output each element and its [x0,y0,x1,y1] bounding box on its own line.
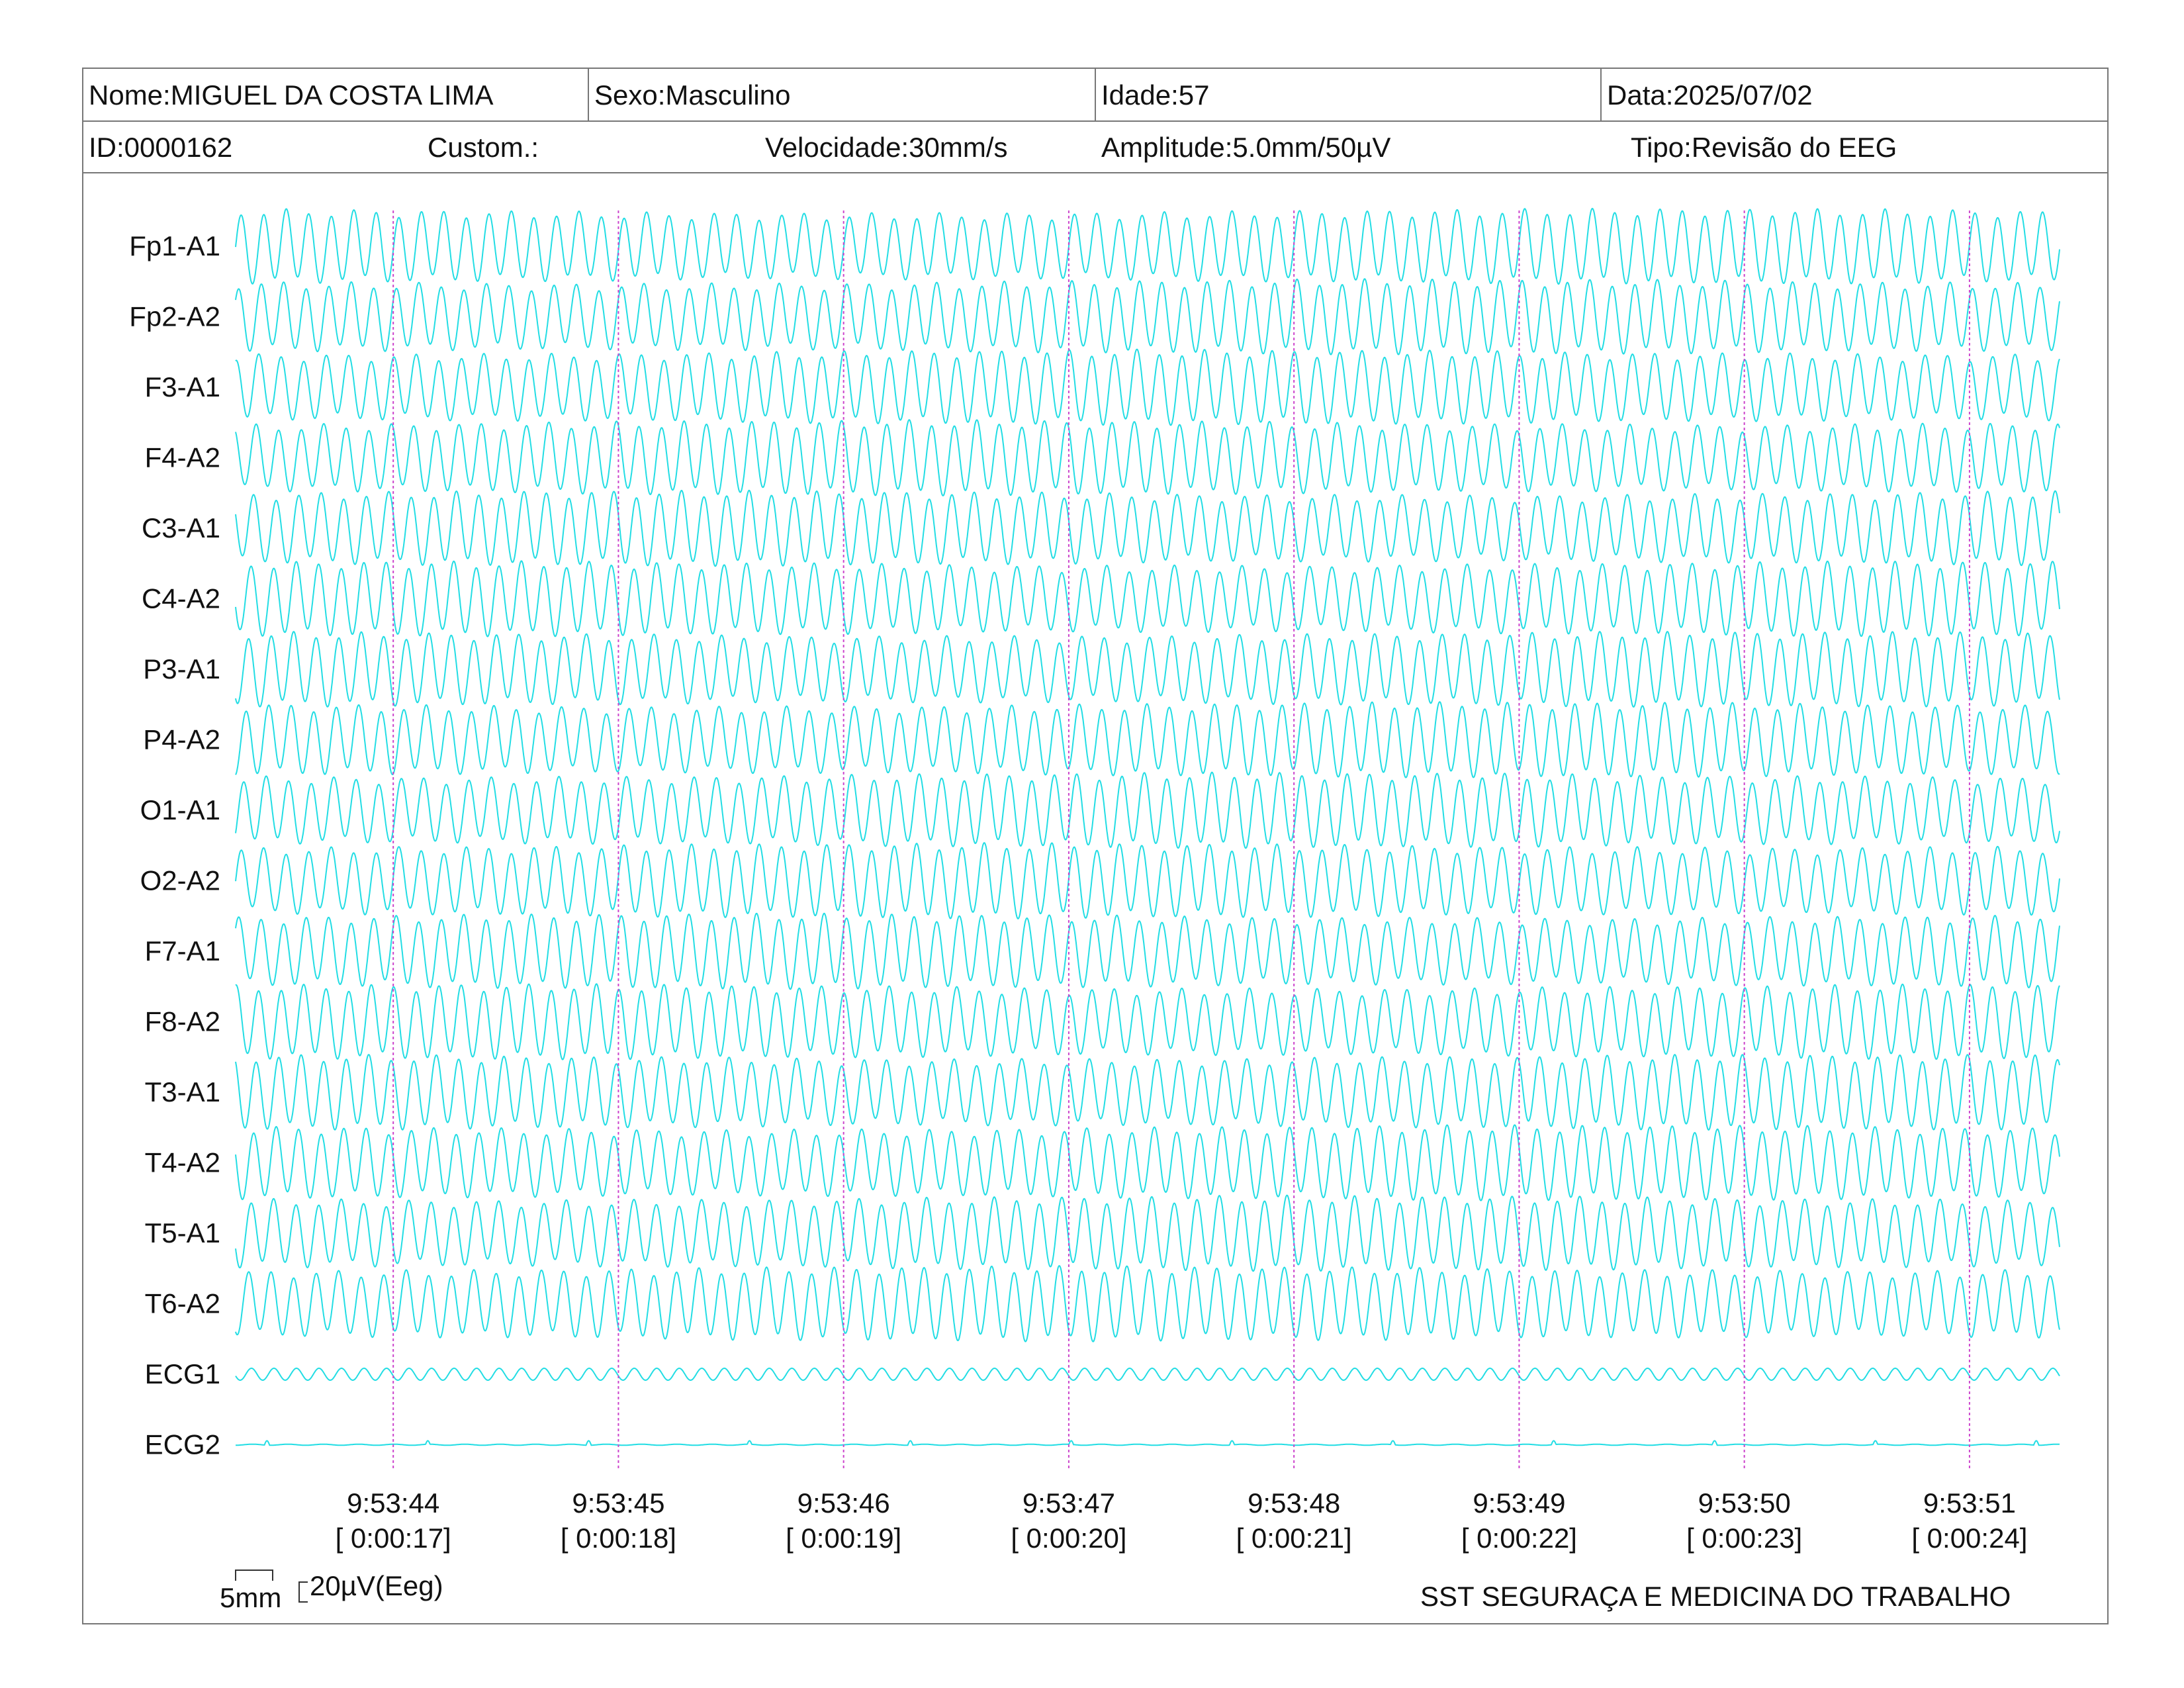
channel-trace [235,1054,2060,1131]
channel-trace [235,207,2060,285]
channel-trace [235,1368,2060,1381]
channel-label: C4-A2 [142,583,220,614]
channel-trace [235,1124,2060,1201]
channel-trace [235,912,2060,990]
channel-label: T6-A2 [145,1288,220,1319]
scale-bar: 5mm 20µV(Eeg) [220,1570,443,1613]
time-elapsed-label: [ 0:00:22] [1461,1523,1577,1554]
time-elapsed-label: [ 0:00:23] [1686,1523,1802,1554]
speed-setting: Velocidade:30mm/s [765,132,1008,163]
channel-label: F7-A1 [145,935,220,966]
eeg-traces [235,207,2060,1446]
channel-label: P3-A1 [143,653,220,684]
time-tick-labels: 9:53:44 [ 0:00:17] 9:53:45 [ 0:00:18] 9:53:4… [336,1487,2028,1554]
channel-trace [235,348,2060,426]
channel-trace [235,631,2060,708]
channel-trace [235,419,2060,496]
channel-trace [235,560,2060,637]
time-elapsed-label: [ 0:00:21] [1236,1523,1352,1554]
amplitude-setting: Amplitude:5.0mm/50µV [1101,132,1391,163]
amp-scale-bracket [298,1581,308,1603]
custom-field: Custom.: [428,132,539,163]
channel-label: ECG2 [145,1429,220,1460]
channel-label: F4-A2 [145,442,220,473]
channel-label: T4-A2 [145,1147,220,1178]
report-sheet: Nome:MIGUEL DA COSTA LIMA Sexo:Masculino… [82,68,2109,1624]
channel-label: O1-A1 [140,794,220,825]
channel-trace [235,983,2060,1060]
time-clock-label: 9:53:47 [1023,1487,1115,1519]
time-clock-label: 9:53:44 [347,1487,439,1519]
channel-trace [235,1265,2060,1342]
patient-age: Idade:57 [1096,69,1602,120]
channel-label: T5-A1 [145,1217,220,1248]
channel-trace [236,1440,2060,1446]
channel-label: C3-A1 [142,512,220,543]
header-row-2: ID:0000162 Custom.: Velocidade:30mm/s Am… [83,122,2107,173]
channel-trace [235,701,2060,778]
channel-label: F3-A1 [145,371,220,402]
channel-label: F8-A2 [145,1006,220,1037]
time-elapsed-label: [ 0:00:18] [561,1523,676,1554]
channel-trace [235,489,2060,567]
time-clock-label: 9:53:48 [1248,1487,1340,1519]
amp-scale-label: 20µV(Eeg) [310,1570,443,1601]
channel-label: Fp1-A1 [129,230,220,261]
channel-trace [235,1194,2060,1272]
time-clock-label: 9:53:46 [797,1487,890,1519]
time-elapsed-label: [ 0:00:17] [336,1523,451,1554]
company-name: SST SEGURAÇA E MEDICINA DO TRABALHO [1420,1581,2011,1612]
channel-trace [235,278,2060,355]
patient-name: Nome:MIGUEL DA COSTA LIMA [83,69,589,120]
channel-label: T3-A1 [145,1076,220,1107]
channel-labels: Fp1-A1 Fp2-A2 F3-A1 F4-A2 C3-A1 C4-A2 P3-A1 P4-… [129,230,220,1460]
patient-sex: Sexo:Masculino [589,69,1096,120]
channel-label: P4-A2 [143,724,220,755]
channel-label: O2-A2 [140,865,220,896]
time-clock-label: 9:53:50 [1698,1487,1791,1519]
time-elapsed-label: [ 0:00:24] [1911,1523,2027,1554]
patient-id: ID:0000162 [89,132,233,163]
time-clock-label: 9:53:45 [572,1487,664,1519]
channel-label: Fp2-A2 [129,301,220,332]
channel-label: ECG1 [145,1358,220,1389]
header-row-1: Nome:MIGUEL DA COSTA LIMA Sexo:Masculino… [83,69,2107,122]
time-clock-label: 9:53:51 [1923,1487,2016,1519]
time-scale-label: 5mm [220,1582,281,1613]
time-clock-label: 9:53:49 [1473,1487,1565,1519]
time-elapsed-label: [ 0:00:20] [1011,1523,1126,1554]
channel-trace [235,771,2060,849]
record-type: Tipo:Revisão do EEG [1631,132,1897,163]
time-markers [392,211,1970,1470]
time-elapsed-label: [ 0:00:19] [786,1523,901,1554]
channel-trace [235,842,2060,919]
record-date: Data:2025/07/02 [1607,79,1813,111]
time-scale-bracket [235,1570,273,1581]
